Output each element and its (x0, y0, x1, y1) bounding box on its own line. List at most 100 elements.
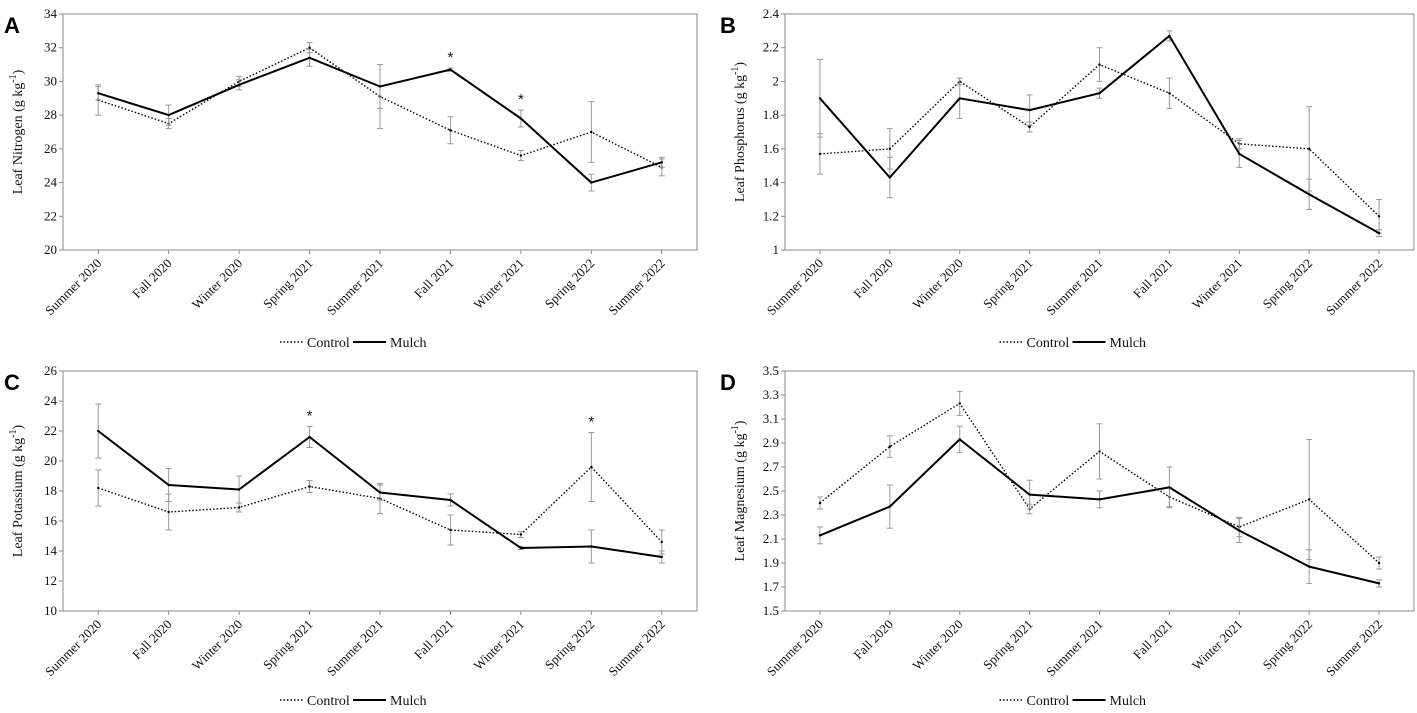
mulch-point (1307, 193, 1311, 196)
x-tick-label: Winter 2020 (909, 256, 965, 312)
x-tick-label: Spring 2022 (542, 617, 598, 673)
y-tick-label: 14 (44, 543, 58, 558)
x-tick-label: Summer 2020 (764, 617, 826, 679)
y-tick-label: 20 (44, 242, 57, 257)
mulch-point (237, 488, 241, 491)
control-point (818, 501, 822, 505)
mulch-point (888, 176, 892, 179)
y-tick-label: 3.1 (763, 411, 779, 426)
y-tick-label: 22 (44, 423, 57, 438)
mulch-point (308, 435, 311, 439)
x-tick-label: Winter 2021 (471, 617, 527, 673)
x-tick-label: Winter 2021 (471, 256, 527, 312)
y-tick-label: 1 (773, 242, 780, 257)
panel-a: A 20 22 24 26 28 30 32 34 Leaf Nitrogen (g kg-1) S… (4, 6, 698, 351)
y-axis-unit-close: ) (11, 69, 26, 74)
y-tick-label: 18 (44, 483, 57, 498)
panel-letter: C (4, 370, 20, 395)
y-tick-label: 34 (44, 6, 58, 21)
mulch-point (1377, 582, 1381, 585)
mulch-point (308, 56, 311, 60)
control-point (1098, 450, 1101, 453)
control-point (590, 465, 593, 469)
series-line-control (819, 63, 1380, 217)
control-point (1098, 63, 1101, 66)
legend: Control Mulch (999, 336, 1146, 351)
x-tick-label: Winter 2020 (909, 617, 965, 673)
x-tick-label: Fall 2020 (129, 617, 175, 663)
mulch-point (1028, 108, 1031, 112)
panel-letter: B (720, 13, 736, 38)
y-tick-label: 26 (44, 141, 58, 156)
y-tick-label: 2.2 (763, 40, 779, 55)
significance-star: * (518, 91, 524, 108)
legend-label-control: Control (307, 336, 350, 351)
y-tick-label: 2.4 (763, 6, 780, 21)
legend-label-mulch: Mulch (1110, 694, 1147, 709)
x-tick-label: Winter 2021 (1189, 256, 1245, 312)
mulch-point (449, 68, 452, 71)
mulch-point (237, 83, 241, 87)
y-tick-label: 16 (44, 513, 58, 528)
y-tick-label: 2.7 (763, 459, 780, 474)
panel-letter: D (720, 370, 736, 395)
y-tick-label: 1.8 (763, 107, 779, 122)
y-tick-label: 1.9 (763, 555, 779, 570)
x-tick-label: Fall 2020 (850, 256, 896, 302)
y-tick-label: 1.2 (763, 208, 779, 223)
y-tick-label: 30 (44, 73, 57, 88)
y-tick-label: 2.9 (763, 435, 779, 450)
x-tick-label: Summer 2022 (605, 256, 667, 318)
y-tick-label: 26 (44, 363, 58, 378)
y-axis-label: Leaf Magnesium (g kg-1) (730, 420, 748, 561)
significance-star: * (307, 408, 313, 425)
y-axis-title: Leaf Nitrogen (11, 115, 26, 194)
control-point (449, 528, 452, 532)
x-tick-label: Fall 2020 (129, 256, 175, 302)
control-point (237, 506, 241, 509)
x-tick-label: Summer 2020 (42, 617, 104, 679)
panel-b: B 1 1.2 1.4 1.6 1.8 2 2.2 2.4 Leaf Phosphorus (g … (720, 6, 1415, 351)
x-tick-label: Fall 2020 (850, 617, 896, 663)
panel-c: C 10 12 14 16 18 20 22 24 26 Leaf Potassium (g kg-… (4, 363, 698, 709)
significance-star: * (448, 49, 454, 66)
mulch-point (1238, 529, 1241, 532)
control-point (1377, 561, 1381, 565)
control-point (1307, 147, 1311, 151)
y-tick-label: 1.6 (763, 141, 780, 156)
mulch-point (1168, 486, 1171, 489)
x-tick-label: Spring 2021 (260, 617, 316, 673)
y-tick-label: 2.1 (763, 531, 779, 546)
control-point (308, 485, 311, 488)
x-tick-label: Summer 2021 (324, 256, 386, 318)
mulch-point (958, 438, 961, 441)
y-axis-title: Leaf Magnesium (733, 466, 748, 561)
y-axis-unit-exponent: -1 (8, 429, 19, 437)
control-point (888, 445, 892, 448)
mulch-point (1168, 34, 1171, 38)
x-tick-label: Summer 2021 (324, 617, 386, 679)
control-point (958, 402, 961, 405)
x-tick-label: Summer 2020 (764, 256, 826, 318)
control-point (1168, 92, 1171, 95)
control-point (1377, 215, 1381, 218)
x-tick-label: Winter 2020 (189, 617, 245, 673)
y-tick-label: 22 (44, 208, 57, 223)
y-axis-unit-close: ) (733, 420, 748, 425)
y-axis-unit-exponent: -1 (730, 67, 741, 75)
control-point (818, 152, 822, 156)
x-tick-label: Fall 2021 (411, 617, 457, 663)
y-axis-label: Leaf Phosphorus (g kg-1) (730, 62, 748, 203)
y-axis-unit: (g kg (733, 434, 748, 463)
x-tick-label: Winter 2020 (189, 256, 245, 312)
control-point (519, 154, 523, 157)
mulch-point (590, 545, 593, 548)
mulch-point (958, 97, 961, 100)
control-point (888, 147, 892, 151)
y-tick-label: 2 (773, 73, 780, 88)
legend: Control Mulch (280, 336, 427, 351)
mulch-point (1307, 565, 1311, 568)
mulch-point (378, 491, 382, 494)
x-tick-label: Spring 2021 (980, 617, 1036, 673)
